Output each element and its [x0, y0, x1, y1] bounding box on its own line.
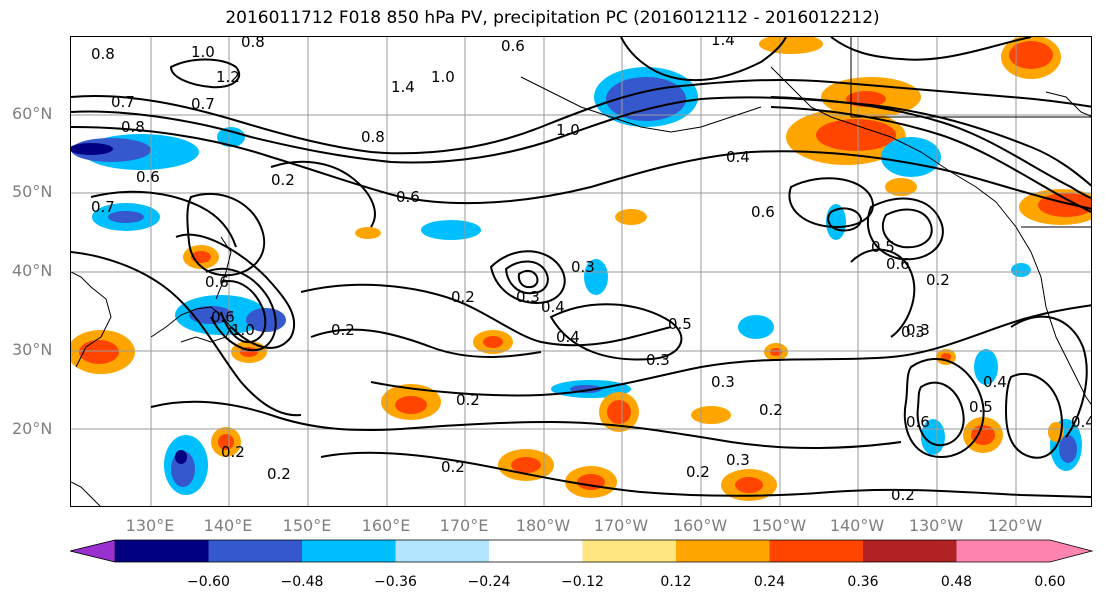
lat-label-40n: 40°N [12, 261, 53, 280]
colorbar [70, 539, 1094, 563]
colorbar-segment [676, 540, 770, 562]
lon-label-130e: 130°E [125, 516, 175, 535]
contour-label: 1.0 [431, 68, 455, 86]
contour-label: 0.8 [241, 37, 265, 51]
contour-label: 1.2 [216, 68, 240, 86]
lon-label-120w: 120°W [987, 516, 1043, 535]
colorbar-tick-label: −0.48 [280, 574, 324, 590]
contour-label: 0.6 [396, 188, 420, 206]
contour-label: 0.4 [541, 298, 565, 316]
colorbar-segment [582, 540, 677, 562]
lon-label-170e: 170°E [439, 516, 489, 535]
contour-label: 0.5 [668, 315, 692, 333]
colorbar-tick-label: −0.24 [467, 574, 511, 590]
contour-label: 0.8 [91, 45, 115, 63]
contour-label: 0.6 [751, 203, 775, 221]
lon-label-150e: 150°E [282, 516, 332, 535]
colorbar-extend-high [1050, 540, 1092, 562]
contour-label: 0.6 [906, 413, 930, 431]
contour-label: 0.5 [871, 238, 895, 256]
lon-label-140e: 140°E [203, 516, 253, 535]
pv-contours [71, 37, 1091, 498]
colorbar-segments [70, 539, 1094, 563]
contour-label: 0.3 [646, 351, 670, 369]
contour-label: 0.2 [451, 288, 475, 306]
map-panel: 0.8 1.0 0.8 0.6 1.4 0.7 1.2 0.7 1.4 1.0 … [70, 36, 1092, 507]
contour-label: 0.3 [906, 321, 930, 339]
contour-label: 0.3 [516, 288, 540, 306]
contour-label: 1.0 [556, 121, 580, 139]
contour-label: 1.0 [191, 43, 215, 61]
colorbar-segment [115, 540, 209, 562]
colorbar-segment [956, 540, 1051, 562]
lon-label-140w: 140°W [829, 516, 885, 535]
contour-label: 0.7 [91, 198, 115, 216]
colorbar-extend-low [70, 539, 116, 563]
contour-label: 0.4 [1071, 413, 1092, 431]
colorbar-segment [769, 540, 864, 562]
map-title: 2016011712 F018 850 hPa PV, precipitatio… [225, 8, 880, 28]
contour-label: 0.3 [571, 258, 595, 276]
contour-label: 0.2 [267, 465, 291, 483]
contour-label: 0.2 [926, 271, 950, 289]
contour-label: 0.2 [891, 486, 915, 504]
lon-label-170w: 170°W [593, 516, 649, 535]
contour-label: 0.3 [726, 451, 750, 469]
colorbar-segment [302, 540, 396, 562]
lon-label-130w: 130°W [908, 516, 964, 535]
lat-label-20n: 20°N [12, 419, 53, 438]
contour-labels: 0.8 1.0 0.8 0.6 1.4 0.7 1.2 0.7 1.4 1.0 … [91, 37, 1092, 504]
lat-label-60n: 60°N [12, 104, 53, 123]
contour-label: 0.6 [211, 308, 235, 326]
contour-label: 0.2 [441, 458, 465, 476]
contour-label: 0.4 [983, 373, 1007, 391]
colorbar-tick-label: 0.48 [940, 574, 973, 590]
contour-label: 0.3 [901, 323, 925, 341]
contour-label: 0.4 [726, 148, 750, 166]
contour-label: 0.2 [271, 171, 295, 189]
contour-label: 0.6 [205, 273, 229, 291]
colorbar-tick-label: 0.12 [660, 574, 692, 590]
contour-label: 0.8 [361, 128, 385, 146]
contour-label: 0.6 [501, 37, 525, 55]
contour-label: 0.7 [191, 95, 215, 113]
map-canvas: 0.8 1.0 0.8 0.6 1.4 0.7 1.2 0.7 1.4 1.0 … [71, 37, 1092, 506]
contour-label: 0.2 [221, 443, 245, 461]
colorbar-segment [395, 540, 490, 562]
colorbar-segment [208, 540, 303, 562]
contour-label: 0.3 [711, 373, 735, 391]
contour-label: 0.2 [331, 321, 355, 339]
contour-label: 1.4 [711, 37, 735, 49]
contour-label: 0.2 [456, 391, 480, 409]
contour-label: 0.5 [969, 398, 993, 416]
colorbar-tick-label: −0.36 [374, 574, 417, 590]
colorbar-tick-label: −0.12 [561, 574, 604, 590]
colorbar-tick-label: 0.36 [847, 574, 879, 590]
colorbar-segment [489, 540, 583, 562]
lon-label-160e: 160°E [361, 516, 411, 535]
lon-label-180w: 180°W [515, 516, 571, 535]
contour-label: 0.2 [759, 401, 783, 419]
contour-label: 0.6 [886, 255, 910, 273]
lon-label-150w: 150°W [751, 516, 807, 535]
contour-label: 1.0 [231, 321, 255, 339]
contour-label: 0.8 [121, 118, 145, 136]
colorbar-tick-label: 0.60 [1034, 574, 1066, 590]
contour-label: 0.6 [136, 168, 160, 186]
colorbar-tick-label: −0.60 [187, 574, 230, 590]
contour-label: 0.4 [556, 328, 580, 346]
colorbar-segment [863, 540, 957, 562]
colorbar-tick-label: 0.24 [753, 574, 786, 590]
contour-label: 0.2 [686, 463, 710, 481]
lat-label-30n: 30°N [12, 340, 53, 359]
lon-label-160w: 160°W [672, 516, 728, 535]
contour-label: 1.4 [391, 78, 415, 96]
contour-label: 0.7 [111, 93, 135, 111]
lat-label-50n: 50°N [12, 182, 53, 201]
